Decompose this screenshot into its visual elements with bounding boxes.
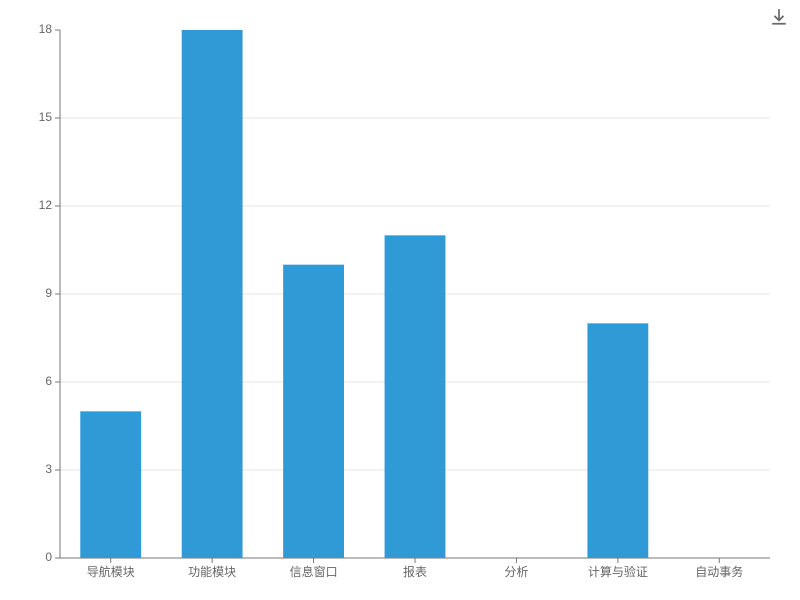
y-tick-label: 0 (45, 550, 52, 564)
x-category-label: 信息窗口 (290, 564, 338, 579)
x-category-label: 计算与验证 (588, 564, 648, 579)
bar[interactable] (587, 323, 648, 558)
x-category-label: 导航模块 (87, 564, 135, 579)
y-tick-label: 18 (39, 22, 53, 36)
y-tick-label: 15 (39, 110, 53, 124)
bar[interactable] (283, 265, 344, 558)
y-tick-label: 6 (45, 374, 52, 388)
x-category-label: 自动事务 (695, 564, 743, 579)
x-category-label: 分析 (504, 565, 528, 579)
download-icon[interactable] (770, 8, 788, 26)
y-tick-label: 12 (39, 198, 53, 212)
bar[interactable] (80, 411, 141, 558)
y-tick-label: 3 (45, 462, 52, 476)
bar[interactable] (182, 30, 243, 558)
y-tick-label: 9 (45, 286, 52, 300)
x-category-label: 功能模块 (188, 565, 236, 579)
x-category-label: 报表 (403, 564, 427, 579)
bar[interactable] (385, 235, 446, 558)
bar-chart: 0 3 6 9 12 15 18 导航模块 功能模块 信息窗口 报表 分析 计算与验证 自动事务 (0, 0, 800, 600)
